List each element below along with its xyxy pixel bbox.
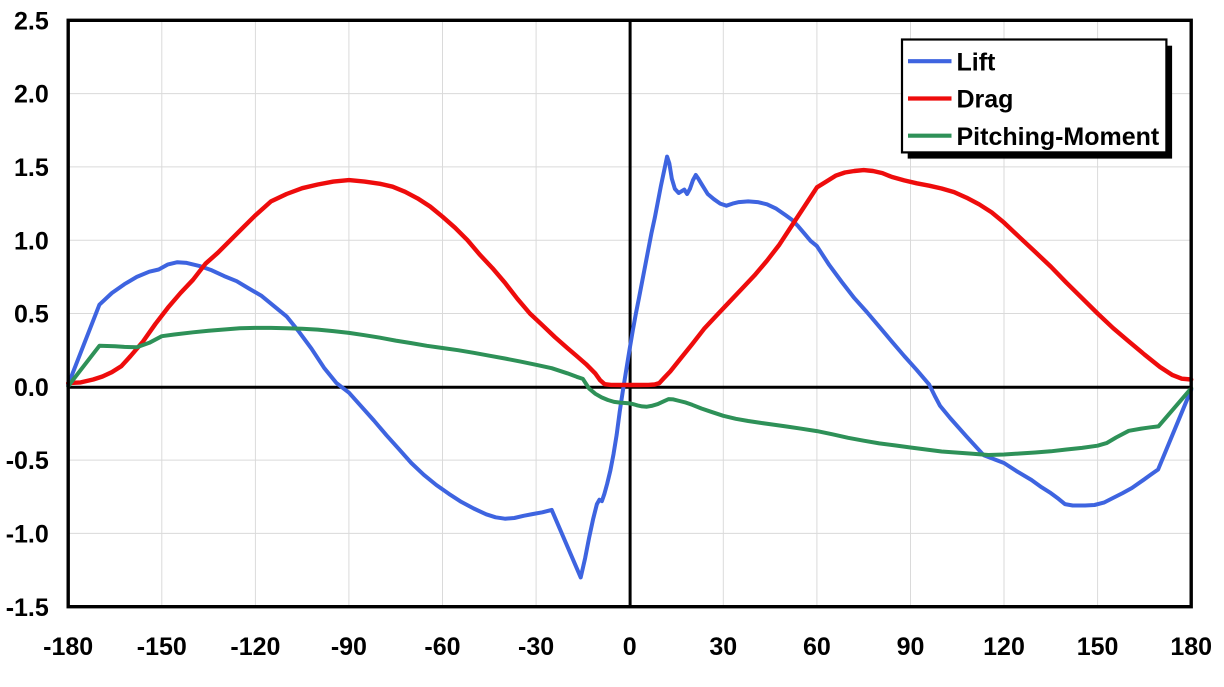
svg-text:60: 60 — [803, 633, 831, 661]
svg-text:Lift: Lift — [957, 48, 997, 76]
svg-text:-0.5: -0.5 — [6, 447, 49, 475]
svg-text:-1.5: -1.5 — [6, 594, 49, 622]
svg-text:30: 30 — [709, 633, 737, 661]
svg-text:-120: -120 — [230, 633, 280, 661]
svg-text:-180: -180 — [43, 633, 93, 661]
svg-text:2.0: 2.0 — [14, 81, 49, 109]
svg-text:Pitching-Moment: Pitching-Moment — [957, 123, 1160, 151]
svg-text:150: 150 — [1077, 633, 1119, 661]
svg-text:-90: -90 — [331, 633, 367, 661]
svg-text:0: 0 — [623, 633, 637, 661]
svg-text:180: 180 — [1170, 633, 1212, 661]
svg-text:-30: -30 — [518, 633, 554, 661]
svg-text:120: 120 — [983, 633, 1025, 661]
svg-text:1.0: 1.0 — [14, 227, 49, 255]
svg-text:90: 90 — [897, 633, 925, 661]
svg-text:0.5: 0.5 — [14, 301, 49, 329]
svg-text:2.5: 2.5 — [14, 7, 49, 35]
svg-text:Drag: Drag — [957, 86, 1014, 114]
svg-text:1.5: 1.5 — [14, 154, 49, 182]
svg-text:-1.0: -1.0 — [6, 521, 49, 549]
svg-text:-60: -60 — [424, 633, 460, 661]
svg-text:-150: -150 — [137, 633, 187, 661]
svg-text:0.0: 0.0 — [14, 374, 49, 402]
